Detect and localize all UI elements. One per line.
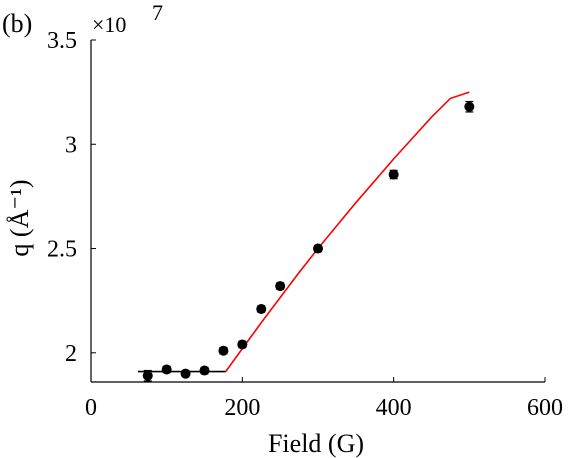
y-axis-label: q (Å⁻¹) [5,179,34,256]
x-axis-label: Field (G) [268,429,364,458]
data-point [464,101,475,112]
data-point [161,364,172,375]
data-point [237,339,248,350]
y-tick-label: 2.5 [47,237,77,263]
exponent-label: ×10 [92,12,126,37]
data-point [388,169,399,180]
y-tick-label: 3.5 [47,28,77,54]
y-tick-label: 2 [65,341,77,367]
x-tick-label: 200 [224,395,260,421]
data-point [142,370,153,381]
fit-line-red [225,91,470,373]
data-point [313,243,323,254]
exponent-power: 7 [152,0,163,25]
data-point [218,345,229,356]
x-tick-label: 400 [376,395,412,421]
y-tick-label: 3 [65,132,77,158]
data-point [199,365,210,376]
panel-label: (b) [2,9,32,38]
x-tick-label: 600 [527,395,563,421]
data-point [275,281,286,292]
plot-area: 0 200 400 600 2 2.5 3 3.5 [47,28,563,421]
data-point [180,368,191,379]
data-point [256,304,267,315]
x-tick-label: 0 [85,395,97,421]
